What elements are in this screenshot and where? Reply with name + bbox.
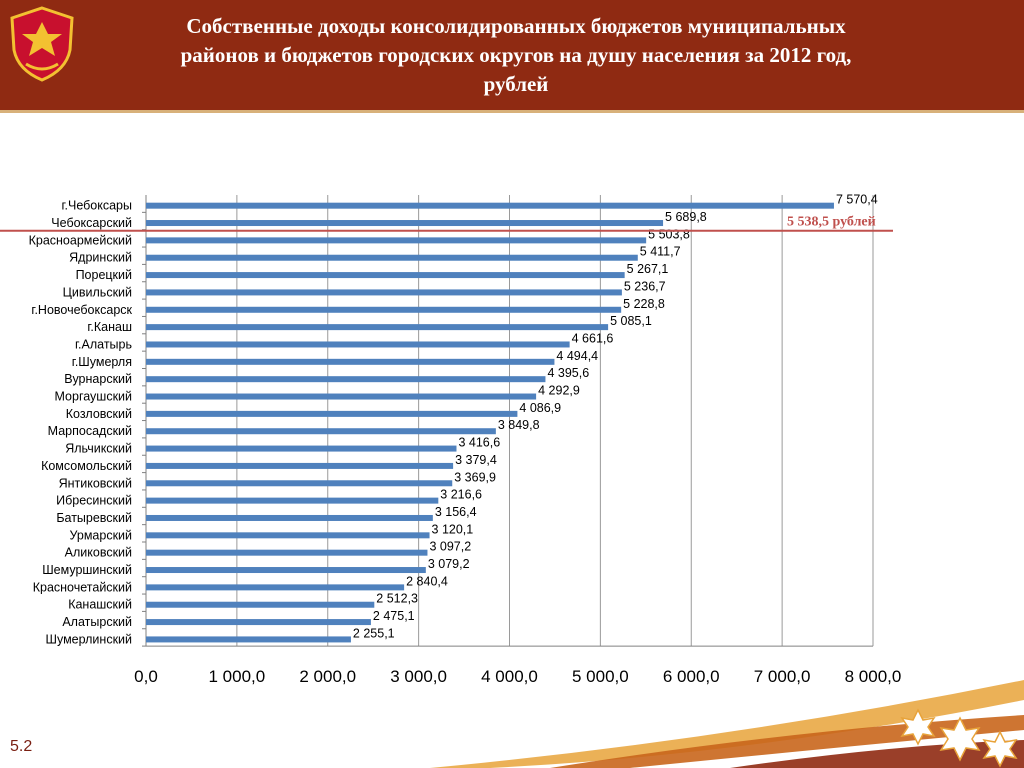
bar-value-label: 4 086,9 bbox=[519, 401, 561, 415]
bar-value-label: 3 849,8 bbox=[498, 418, 540, 432]
bar-value-label: 5 267,1 bbox=[627, 262, 669, 276]
reference-line-label: 5 538,5 рублей bbox=[787, 215, 876, 230]
coat-of-arms-icon bbox=[10, 6, 74, 82]
category-label: г.Чебоксары bbox=[61, 199, 132, 213]
bar bbox=[146, 358, 555, 365]
bar bbox=[146, 497, 439, 504]
bar bbox=[146, 584, 405, 591]
bar bbox=[146, 410, 518, 417]
bar-value-label: 3 416,6 bbox=[458, 436, 500, 450]
bar-value-label: 4 292,9 bbox=[538, 384, 580, 398]
category-label: г.Канаш bbox=[87, 320, 132, 334]
category-label: Ибресинский bbox=[56, 494, 132, 508]
x-tick-label: 4 000,0 bbox=[481, 667, 538, 686]
bar bbox=[146, 445, 457, 452]
category-label: Комсомольский bbox=[41, 459, 132, 473]
bar bbox=[146, 532, 430, 539]
bar bbox=[146, 324, 609, 331]
bar bbox=[146, 289, 622, 296]
category-label: Ядринский bbox=[69, 251, 132, 265]
bar bbox=[146, 237, 647, 244]
x-tick-label: 5 000,0 bbox=[572, 667, 629, 686]
bar-value-label: 5 228,8 bbox=[623, 297, 665, 311]
category-label: Яльчикский bbox=[65, 442, 132, 456]
income-per-capita-bar-chart: 0,0 1 000,0 2 000,0 3 000,0 4 000,0 5 000,0 6 … bbox=[0, 193, 902, 686]
category-label: Урмарский bbox=[69, 528, 132, 542]
category-label: г.Шумерля bbox=[72, 355, 132, 369]
bar-value-label: 5 085,1 bbox=[610, 314, 652, 328]
bar bbox=[146, 567, 426, 574]
bar-value-label: 4 395,6 bbox=[547, 366, 589, 380]
category-label: Алатырский bbox=[62, 615, 132, 629]
bar bbox=[146, 636, 351, 643]
bar-value-label: 4 494,4 bbox=[556, 349, 598, 363]
category-label: г.Алатырь bbox=[75, 337, 132, 351]
category-label: г.Новочебоксарск bbox=[31, 303, 132, 317]
x-tick-label: 3 000,0 bbox=[390, 667, 447, 686]
x-tick-label: 0,0 bbox=[134, 667, 158, 686]
category-label: Батыревский bbox=[56, 511, 132, 525]
category-label: Аликовский bbox=[65, 546, 132, 560]
category-label: Шумерлинский bbox=[46, 632, 133, 646]
bar-value-label: 5 236,7 bbox=[624, 279, 666, 293]
x-tick-label: 8 000,0 bbox=[845, 667, 902, 686]
category-label: Цивильский bbox=[63, 285, 132, 299]
bar-value-label: 3 097,2 bbox=[429, 540, 471, 554]
bar bbox=[146, 601, 375, 608]
bar-value-label: 3 120,1 bbox=[432, 522, 474, 536]
bar-value-label: 3 379,4 bbox=[455, 453, 497, 467]
category-label: Моргаушский bbox=[54, 390, 132, 404]
x-tick-label: 2 000,0 bbox=[299, 667, 356, 686]
category-label: Козловский bbox=[66, 407, 132, 421]
category-label: Чебоксарский bbox=[51, 216, 132, 230]
slide-number: 5.2 bbox=[10, 738, 33, 755]
header-divider bbox=[0, 110, 1024, 113]
bar bbox=[146, 428, 496, 435]
decorative-swoosh bbox=[430, 680, 1024, 768]
bar-value-label: 5 689,8 bbox=[665, 210, 707, 224]
bar bbox=[146, 619, 371, 626]
category-label: Шемуршинский bbox=[42, 563, 132, 577]
page-title: Собственные доходы консолидированных бюд… bbox=[180, 14, 852, 96]
bar bbox=[146, 272, 625, 279]
category-label: Порецкий bbox=[76, 268, 132, 282]
bar-value-label: 3 079,2 bbox=[428, 557, 470, 571]
bar bbox=[146, 254, 638, 261]
category-label: Красночетайский bbox=[33, 580, 132, 594]
category-label: Янтиковский bbox=[59, 476, 132, 490]
bar bbox=[146, 306, 622, 313]
bar bbox=[146, 220, 664, 227]
bar bbox=[146, 462, 454, 469]
bar bbox=[146, 549, 428, 556]
bar-value-label: 3 369,9 bbox=[454, 470, 496, 484]
bar-value-label: 5 411,7 bbox=[640, 245, 681, 259]
bar bbox=[146, 376, 546, 383]
bar bbox=[146, 514, 433, 521]
bar-value-label: 3 156,4 bbox=[435, 505, 477, 519]
bar-value-label: 7 570,4 bbox=[836, 193, 878, 207]
bar-value-label: 5 503,8 bbox=[648, 227, 690, 241]
bar-value-label: 2 475,1 bbox=[373, 609, 415, 623]
bar bbox=[146, 341, 570, 348]
star-ornament-icon bbox=[900, 708, 1018, 768]
bar bbox=[146, 202, 834, 209]
title-banner: Собственные доходы консолидированных бюд… bbox=[0, 0, 1024, 110]
bar bbox=[146, 480, 453, 487]
bar-value-label: 4 661,6 bbox=[572, 331, 614, 345]
x-tick-label: 7 000,0 bbox=[754, 667, 811, 686]
category-label: Канашский bbox=[68, 598, 132, 612]
category-label: Марпосадский bbox=[48, 424, 132, 438]
bar-value-label: 3 216,6 bbox=[440, 488, 482, 502]
category-label: Красноармейский bbox=[29, 233, 132, 247]
category-label: Вурнарский bbox=[64, 372, 132, 386]
x-tick-label: 1 000,0 bbox=[209, 667, 266, 686]
bar-value-label: 2 840,4 bbox=[406, 574, 448, 588]
bar bbox=[146, 393, 537, 400]
bar-value-label: 2 512,3 bbox=[376, 592, 418, 606]
x-tick-label: 6 000,0 bbox=[663, 667, 720, 686]
bar-value-label: 2 255,1 bbox=[353, 626, 395, 640]
